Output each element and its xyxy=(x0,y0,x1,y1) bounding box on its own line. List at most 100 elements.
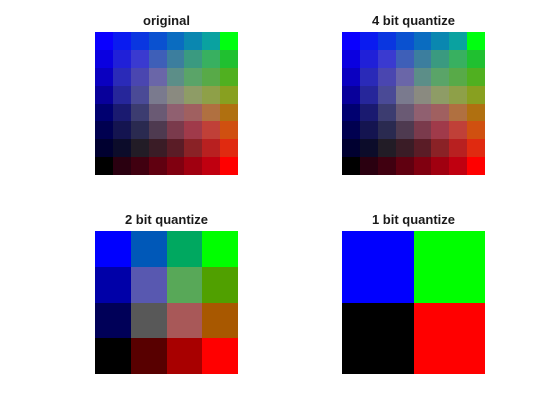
pixel-cell xyxy=(112,121,131,140)
pixel-cell xyxy=(431,157,450,175)
pixel-cell xyxy=(395,49,414,68)
panel-title: original xyxy=(143,13,190,28)
pixel-cell xyxy=(95,103,113,122)
pixel-cell xyxy=(449,139,468,158)
pixel-cell xyxy=(342,121,360,140)
pixel-cell xyxy=(359,85,378,104)
pixel-cell xyxy=(431,67,450,86)
pixel-cell xyxy=(95,338,131,374)
pixel-cell xyxy=(359,103,378,122)
pixel-cell xyxy=(130,302,167,339)
pixel-cell xyxy=(377,67,396,86)
pixel-cell xyxy=(413,67,432,86)
pixel-cell xyxy=(220,67,238,86)
pixel-cell xyxy=(342,32,360,50)
pixel-cell xyxy=(431,103,450,122)
pixel-cell xyxy=(342,103,360,122)
pixel-cell xyxy=(112,67,131,86)
pixel-cell xyxy=(166,231,203,267)
pixel-cell xyxy=(184,103,203,122)
pixel-grid xyxy=(95,231,238,374)
pixel-cell xyxy=(95,85,113,104)
pixel-cell xyxy=(202,67,221,86)
pixel-cell xyxy=(166,103,185,122)
pixel-cell xyxy=(220,121,238,140)
pixel-cell xyxy=(342,49,360,68)
pixel-cell xyxy=(95,32,113,50)
panel-4-bit: 4 bit quantize xyxy=(342,13,485,175)
pixel-cell xyxy=(342,139,360,158)
pixel-cell xyxy=(413,103,432,122)
pixel-cell xyxy=(449,67,468,86)
pixel-cell xyxy=(130,266,167,303)
pixel-cell xyxy=(202,103,221,122)
pixel-cell xyxy=(202,157,221,175)
pixel-cell xyxy=(413,302,485,374)
pixel-cell xyxy=(395,103,414,122)
pixel-cell xyxy=(112,157,131,175)
pixel-cell xyxy=(95,157,113,175)
pixel-cell xyxy=(431,139,450,158)
pixel-cell xyxy=(395,67,414,86)
pixel-cell xyxy=(130,67,149,86)
pixel-cell xyxy=(130,231,167,267)
pixel-cell xyxy=(95,67,113,86)
pixel-cell xyxy=(377,157,396,175)
pixel-cell xyxy=(166,67,185,86)
pixel-cell xyxy=(166,49,185,68)
pixel-cell xyxy=(449,103,468,122)
pixel-cell xyxy=(95,302,131,339)
pixel-cell xyxy=(184,32,203,50)
pixel-cell xyxy=(377,121,396,140)
pixel-cell xyxy=(130,338,167,374)
pixel-cell xyxy=(467,49,485,68)
pixel-cell xyxy=(220,32,238,50)
pixel-cell xyxy=(130,85,149,104)
pixel-cell xyxy=(130,139,149,158)
pixel-cell xyxy=(342,302,414,374)
pixel-cell xyxy=(112,103,131,122)
pixel-cell xyxy=(220,49,238,68)
pixel-cell xyxy=(359,49,378,68)
pixel-cell xyxy=(148,157,167,175)
pixel-cell xyxy=(184,139,203,158)
pixel-cell xyxy=(220,103,238,122)
pixel-cell xyxy=(467,121,485,140)
pixel-cell xyxy=(467,32,485,50)
pixel-cell xyxy=(377,49,396,68)
pixel-cell xyxy=(184,157,203,175)
panel-1-bit: 1 bit quantize xyxy=(342,212,485,374)
pixel-cell xyxy=(148,139,167,158)
pixel-cell xyxy=(431,32,450,50)
pixel-cell xyxy=(148,32,167,50)
pixel-cell xyxy=(184,85,203,104)
pixel-cell xyxy=(95,49,113,68)
pixel-cell xyxy=(342,85,360,104)
pixel-cell xyxy=(148,85,167,104)
pixel-cell xyxy=(449,85,468,104)
pixel-cell xyxy=(202,139,221,158)
pixel-grid xyxy=(342,231,485,374)
pixel-cell xyxy=(130,103,149,122)
pixel-cell xyxy=(130,121,149,140)
pixel-cell xyxy=(467,103,485,122)
pixel-cell xyxy=(395,139,414,158)
pixel-cell xyxy=(202,121,221,140)
pixel-cell xyxy=(377,103,396,122)
pixel-cell xyxy=(95,121,113,140)
pixel-cell xyxy=(166,121,185,140)
pixel-cell xyxy=(449,49,468,68)
pixel-cell xyxy=(166,302,203,339)
pixel-cell xyxy=(130,32,149,50)
pixel-cell xyxy=(431,121,450,140)
pixel-cell xyxy=(130,157,149,175)
pixel-cell xyxy=(184,49,203,68)
pixel-cell xyxy=(202,231,238,267)
pixel-cell xyxy=(342,67,360,86)
pixel-cell xyxy=(166,85,185,104)
panel-title: 1 bit quantize xyxy=(371,212,456,227)
pixel-cell xyxy=(359,32,378,50)
pixel-grid xyxy=(342,32,485,175)
pixel-cell xyxy=(202,338,238,374)
pixel-cell xyxy=(166,338,203,374)
